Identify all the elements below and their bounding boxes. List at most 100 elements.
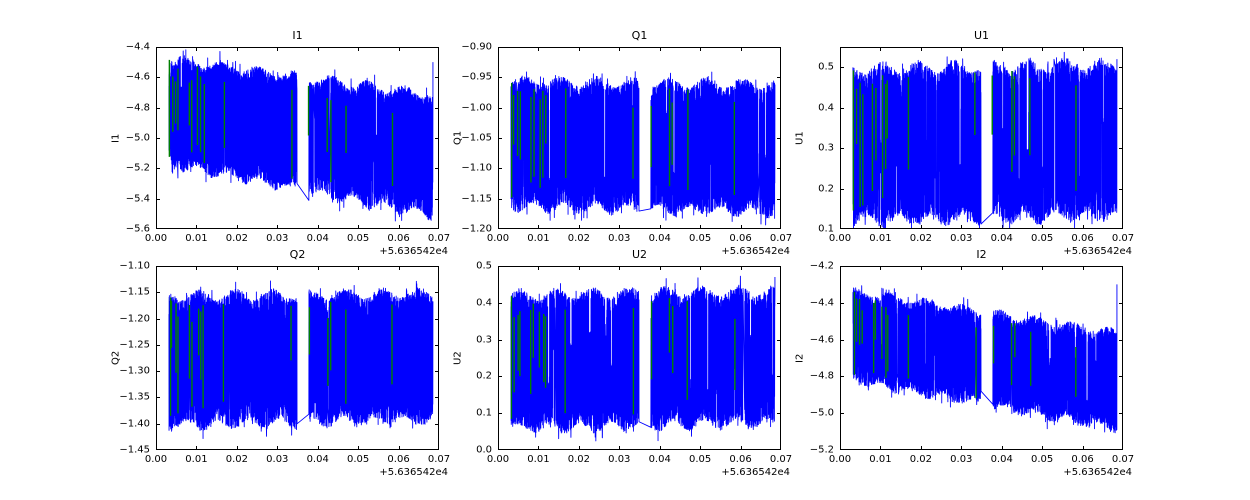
x-tick-label: 0.03 [266,454,289,465]
plot-area [156,266,439,450]
x-tick-label: 0.00 [486,233,510,244]
x-tick-label: 0.06 [729,233,752,244]
axes-frame [156,266,439,450]
plot-area [498,266,781,450]
x-tick-label: 0.03 [950,454,973,465]
x-tick-label: 0.03 [608,233,631,244]
y-tick-label: −1.00 [461,102,492,114]
subplot-i1: I1 I1 0.00 0.01 0.02 0.03 0.04 0.05 0.06 0.07 −… [111,29,451,257]
y-tick-label: −1.20 [119,313,150,325]
x-tick-label: 0.00 [486,454,510,465]
plot-area [498,47,781,229]
x-tick-label: 0.05 [347,454,370,465]
x-tick-label: 0.05 [689,454,712,465]
subplot-i2: I2 I2 0.00 0.01 0.02 0.03 0.04 0.05 0.06 0.07 −… [795,248,1135,478]
y-tick-label: −1.45 [119,444,150,456]
y-tick-label: −1.10 [461,162,492,174]
x-tick-label: 0.02 [909,454,932,465]
plot-area [156,47,439,229]
x-tick-label: 0.07 [1111,233,1135,244]
x-tick-label: 0.02 [567,233,590,244]
x-axis-offset-label: +5.636542e4 [1063,467,1132,478]
chart-title: U2 [631,248,648,261]
y-axis-label: I1 [110,133,122,143]
x-tick-label: 0.04 [306,454,329,465]
x-tick-label: 0.03 [266,233,289,244]
y-tick-label: −5.0 [125,132,150,144]
x-tick-label: 0.07 [427,233,451,244]
y-tick-label: −4.2 [809,260,834,272]
x-tick-label: 0.01 [527,454,550,465]
y-tick-label: 0.3 [476,334,492,346]
y-tick-label: −1.30 [119,365,150,377]
chart-title: I2 [976,248,987,261]
y-tick-label: −1.05 [461,132,492,144]
subplot-q1: Q1 Q1 0.00 0.01 0.02 0.03 0.04 0.05 0.06 0.07 −… [453,29,793,257]
axes-frame [156,47,439,229]
x-tick-label: 0.00 [144,233,168,244]
x-tick-label: 0.05 [689,233,712,244]
y-tick-label: −4.6 [809,334,834,346]
x-tick-label: 0.07 [769,233,793,244]
x-tick-label: 0.05 [347,233,370,244]
x-tick-label: 0.06 [1071,454,1094,465]
axes-frame [840,47,1123,229]
y-tick-label: 0.2 [476,370,492,382]
x-tick-label: 0.05 [1031,233,1054,244]
axes-frame [498,47,781,229]
y-tick-label: −5.2 [125,162,150,174]
y-tick-label: −1.10 [119,260,150,272]
y-tick-label: −0.90 [461,41,492,53]
y-tick-label: 0.5 [476,260,492,272]
chart-title: I1 [292,29,303,42]
x-tick-label: 0.07 [769,454,793,465]
y-tick-label: −4.4 [809,297,834,309]
y-tick-label: −1.40 [119,418,150,430]
y-tick-label: −4.8 [809,370,834,382]
y-axis-label: U2 [452,351,464,365]
x-tick-label: 0.06 [1071,233,1094,244]
y-tick-label: −1.20 [461,223,492,235]
x-tick-label: 0.07 [1111,454,1135,465]
x-axis-offset-label: +5.636542e4 [1063,246,1132,257]
y-tick-label: 0.1 [818,223,834,235]
y-tick-label: 0.5 [818,61,834,73]
plot-area [840,266,1123,450]
y-tick-label: 0.4 [476,297,492,309]
y-tick-label: −5.0 [809,407,834,419]
x-tick-label: 0.04 [990,233,1013,244]
x-tick-label: 0.06 [729,454,752,465]
y-tick-label: −5.4 [125,193,150,205]
x-axis-offset-label: +5.636542e4 [379,246,448,257]
x-tick-label: 0.05 [1031,454,1054,465]
y-tick-label: −4.6 [125,71,150,83]
x-tick-label: 0.01 [527,233,550,244]
y-axis-label: Q1 [452,130,464,146]
y-tick-label: −1.15 [119,286,150,298]
x-axis-offset-label: +5.636542e4 [721,246,790,257]
x-tick-label: 0.02 [225,233,248,244]
y-tick-label: 0.3 [818,142,834,154]
y-axis-label: Q2 [110,350,122,366]
chart-title: Q2 [289,248,306,261]
x-tick-label: 0.03 [608,454,631,465]
x-tick-label: 0.02 [909,233,932,244]
axes-frame [498,266,781,450]
x-tick-label: 0.04 [648,233,671,244]
x-tick-label: 0.02 [225,454,248,465]
chart-title: Q1 [631,29,648,42]
x-tick-label: 0.01 [869,454,892,465]
y-tick-label: 0.0 [476,444,492,456]
x-tick-label: 0.01 [185,454,208,465]
x-tick-label: 0.06 [387,454,410,465]
axes-frame [840,266,1123,450]
x-axis-offset-label: +5.636542e4 [379,467,448,478]
x-tick-label: 0.01 [185,233,208,244]
x-tick-label: 0.00 [144,454,168,465]
x-tick-label: 0.04 [990,454,1013,465]
y-tick-label: 0.4 [818,102,834,114]
chart-title: U1 [973,29,990,42]
subplot-u1: U1 U1 0.00 0.01 0.02 0.03 0.04 0.05 0.06 0.07 0… [795,29,1135,257]
x-axis-offset-label: +5.636542e4 [721,467,790,478]
